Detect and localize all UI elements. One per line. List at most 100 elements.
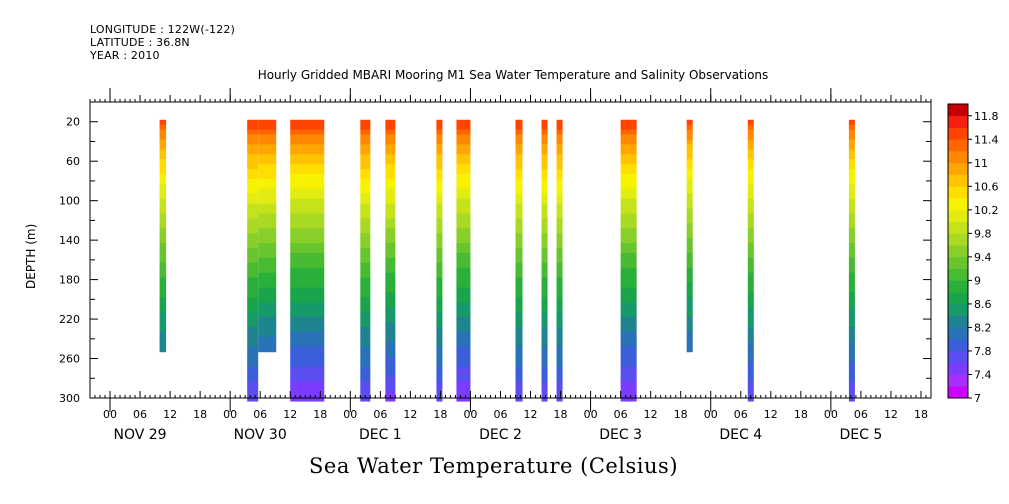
profile-8 <box>515 119 523 402</box>
profile-band <box>290 149 325 155</box>
profile-band <box>159 257 167 264</box>
profile-band <box>620 252 637 259</box>
colorbar-label: 10.6 <box>974 180 999 193</box>
profile-band <box>515 277 523 284</box>
profile-band <box>556 139 563 146</box>
profile-band <box>385 183 396 190</box>
profile-band <box>436 188 443 195</box>
profile-band <box>436 248 443 254</box>
profile-band <box>159 336 167 343</box>
profile-band <box>360 159 371 165</box>
profile-band <box>848 124 855 131</box>
profile-band <box>159 282 167 289</box>
profile-band <box>436 267 443 274</box>
profile-band <box>456 287 471 294</box>
profile-band <box>456 341 471 348</box>
profile-band <box>247 218 259 224</box>
profile-13 <box>747 119 754 402</box>
colorbar-swatch <box>948 104 968 117</box>
colorbar-label: 8.6 <box>974 298 992 311</box>
profile-band <box>159 183 167 190</box>
colorbar-swatch <box>948 339 968 352</box>
profile-band <box>541 119 548 126</box>
profile-band <box>747 198 754 205</box>
profile-band <box>686 134 693 141</box>
profile-band <box>556 218 563 224</box>
profile-band <box>385 312 396 318</box>
profile-band <box>436 351 443 358</box>
profile-band <box>747 302 754 308</box>
profile-band <box>159 164 167 170</box>
profile-band <box>541 124 548 131</box>
profile-band <box>848 371 855 377</box>
profile-band <box>686 233 693 239</box>
profile-band <box>541 154 548 160</box>
profile-band <box>541 376 548 382</box>
profile-band <box>456 174 471 180</box>
profile-band <box>556 307 563 313</box>
profile-band <box>541 297 548 303</box>
profile-band <box>360 341 371 348</box>
profile-band <box>290 178 325 185</box>
x-hour-label: 12 <box>644 408 658 421</box>
profile-band <box>686 317 693 323</box>
y-tick-label: 140 <box>59 234 80 247</box>
profile-band <box>747 208 754 215</box>
profile-band <box>686 183 693 190</box>
profile-band <box>290 272 325 279</box>
profile-band <box>436 386 443 392</box>
profile-band <box>515 356 523 363</box>
profile-band <box>541 139 548 146</box>
profile-band <box>848 331 855 338</box>
profile-band <box>436 391 443 397</box>
profile-band <box>556 188 563 195</box>
profile-band <box>360 267 371 274</box>
profile-band <box>556 336 563 343</box>
profile-band <box>541 366 548 372</box>
profile-band <box>515 144 523 150</box>
profile-band <box>620 233 637 239</box>
profile-band <box>686 193 693 200</box>
profile-band <box>541 262 548 269</box>
profile-band <box>290 164 325 170</box>
profile-band <box>290 159 325 165</box>
profile-band <box>456 312 471 318</box>
profile-band <box>848 198 855 205</box>
profile-band <box>247 164 259 170</box>
profile-band <box>258 188 277 195</box>
profile-band <box>385 326 396 333</box>
profile-band <box>258 243 277 249</box>
profile-band <box>436 174 443 180</box>
profile-band <box>436 198 443 205</box>
profile-band <box>360 218 371 224</box>
profile-band <box>541 371 548 377</box>
profile-11 <box>620 119 637 402</box>
y-tick-label: 180 <box>59 274 80 287</box>
profile-band <box>436 341 443 348</box>
profile-band <box>620 307 637 313</box>
profile-band <box>456 326 471 333</box>
profile-band <box>456 238 471 244</box>
profile-band <box>620 178 637 185</box>
profile-band <box>360 346 371 353</box>
profile-band <box>258 223 277 229</box>
profile-band <box>360 203 371 210</box>
profile-band <box>747 178 754 185</box>
profile-band <box>541 223 548 229</box>
profile-band <box>686 287 693 294</box>
profile-band <box>620 287 637 294</box>
profile-band <box>686 238 693 244</box>
profile-band <box>456 203 471 210</box>
profile-band <box>360 134 371 141</box>
profile-0 <box>159 119 167 353</box>
colorbar-swatch <box>948 292 968 305</box>
profile-band <box>456 272 471 279</box>
profile-band <box>848 381 855 387</box>
profile-band <box>541 331 548 338</box>
profile-band <box>848 361 855 368</box>
profile-band <box>290 277 325 284</box>
profile-band <box>541 233 548 239</box>
profile-band <box>556 248 563 254</box>
profile-band <box>541 351 548 358</box>
profile-band <box>290 257 325 264</box>
